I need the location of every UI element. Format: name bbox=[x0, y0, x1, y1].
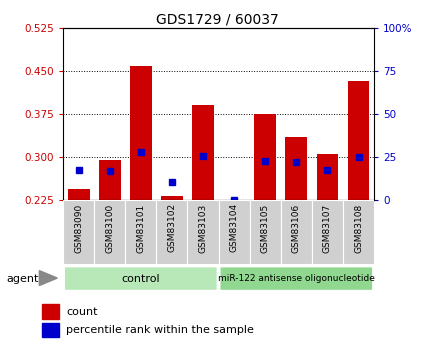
Bar bbox=[254, 114, 276, 200]
Bar bbox=[187, 200, 218, 264]
Text: GSM83104: GSM83104 bbox=[229, 203, 238, 253]
Bar bbox=[280, 200, 311, 264]
Bar bbox=[218, 200, 249, 264]
Bar bbox=[285, 137, 306, 200]
Bar bbox=[156, 200, 187, 264]
Text: percentile rank within the sample: percentile rank within the sample bbox=[66, 325, 253, 335]
Text: GSM83108: GSM83108 bbox=[353, 203, 362, 253]
Bar bbox=[99, 160, 120, 200]
Bar bbox=[63, 200, 94, 264]
Text: GSM83090: GSM83090 bbox=[74, 203, 83, 253]
Bar bbox=[42, 304, 59, 319]
Bar bbox=[130, 66, 151, 200]
Text: miR-122 antisense oligonucleotide: miR-122 antisense oligonucleotide bbox=[217, 274, 374, 283]
Text: GSM83100: GSM83100 bbox=[105, 203, 114, 253]
Text: GSM83101: GSM83101 bbox=[136, 203, 145, 253]
Text: GSM83103: GSM83103 bbox=[198, 203, 207, 253]
Text: GSM83107: GSM83107 bbox=[322, 203, 331, 253]
Bar bbox=[161, 196, 182, 200]
Bar bbox=[68, 189, 89, 200]
Bar bbox=[192, 105, 214, 200]
Bar bbox=[42, 323, 59, 337]
Text: GDS1729 / 60037: GDS1729 / 60037 bbox=[156, 12, 278, 26]
Text: control: control bbox=[121, 274, 160, 284]
Bar bbox=[94, 200, 125, 264]
Polygon shape bbox=[39, 270, 57, 286]
Bar bbox=[342, 200, 373, 264]
Text: GSM83105: GSM83105 bbox=[260, 203, 269, 253]
FancyBboxPatch shape bbox=[219, 267, 372, 290]
Text: GSM83106: GSM83106 bbox=[291, 203, 300, 253]
Bar bbox=[347, 81, 368, 200]
Bar bbox=[311, 200, 342, 264]
Text: agent: agent bbox=[7, 274, 39, 284]
Text: GSM83102: GSM83102 bbox=[167, 203, 176, 253]
Bar bbox=[316, 154, 338, 200]
Bar bbox=[249, 200, 280, 264]
Bar bbox=[125, 200, 156, 264]
FancyBboxPatch shape bbox=[64, 267, 217, 290]
Text: count: count bbox=[66, 307, 98, 316]
